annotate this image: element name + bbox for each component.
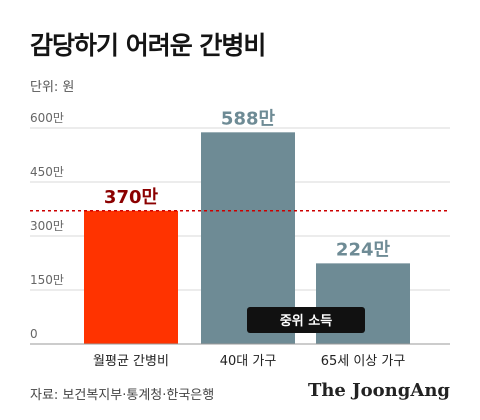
y-tick-label: 300만 — [30, 219, 64, 233]
data-label: 370만 — [104, 187, 159, 208]
y-tick-label: 0 — [30, 327, 38, 341]
x-tick-label: 월평균 간병비 — [93, 354, 169, 369]
bar — [84, 210, 178, 344]
brand-logo: The JoongAng — [307, 380, 450, 401]
data-label: 588만 — [221, 108, 276, 129]
x-tick-label: 40대 가구 — [220, 354, 277, 369]
y-tick-label: 450만 — [30, 165, 64, 179]
chart-title: 감당하기 어려운 간병비 — [30, 31, 266, 60]
x-tick-label: 65세 이상 가구 — [321, 354, 406, 369]
y-tick-label: 600만 — [30, 111, 64, 125]
reference-label: 중위 소득 — [280, 314, 332, 329]
y-tick-label: 150만 — [30, 273, 64, 287]
unit-label: 단위: 원 — [30, 80, 75, 95]
reference-label-box — [247, 307, 365, 333]
source-note: 자료: 보건복지부·통계청·한국은행 — [30, 388, 215, 403]
data-label: 224만 — [336, 239, 391, 260]
